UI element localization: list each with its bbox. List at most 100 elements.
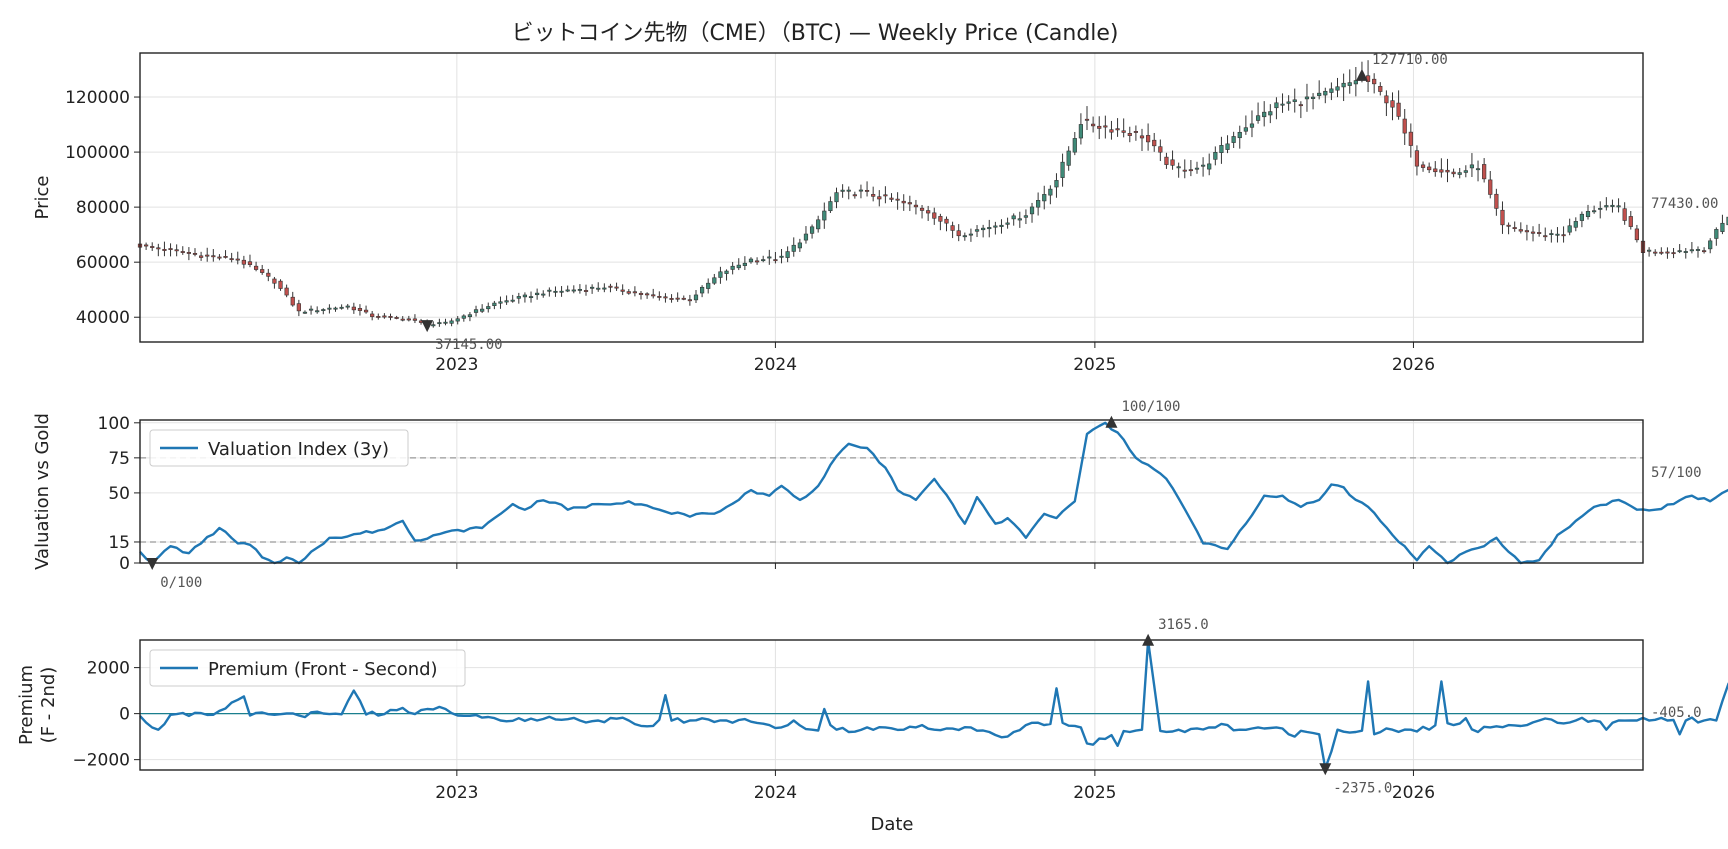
candle	[1653, 249, 1658, 257]
candle-body-up	[553, 290, 558, 293]
candle-body-down	[1628, 216, 1633, 227]
candle	[565, 285, 570, 293]
candle-body-down	[657, 296, 662, 298]
candle	[315, 306, 320, 314]
candle-body-up	[1353, 80, 1358, 85]
candle-body-up	[327, 307, 332, 310]
candle-body-up	[1598, 207, 1603, 210]
candle-body-down	[675, 297, 680, 300]
candle	[1659, 247, 1664, 255]
candle	[919, 205, 925, 219]
candle-body-down	[370, 313, 375, 317]
candle-body-up	[302, 311, 308, 314]
candle	[803, 226, 809, 244]
candle-body-up	[1463, 170, 1468, 173]
candle-body-down	[1506, 224, 1511, 227]
candle-body-up	[1268, 111, 1273, 116]
candle-body-down	[180, 251, 185, 253]
candle	[1433, 161, 1438, 177]
candle-body-down	[1414, 150, 1420, 167]
candle	[333, 306, 338, 312]
candle-body-down	[1427, 166, 1432, 171]
candle-body-down	[394, 317, 399, 319]
candle-body-up	[1335, 86, 1340, 91]
candle	[913, 199, 919, 215]
candle	[858, 184, 864, 199]
candle	[1647, 247, 1652, 257]
candle-body-down	[669, 298, 674, 300]
candle-body-down	[651, 294, 656, 297]
candle	[871, 186, 876, 202]
x-axis-label: Date	[870, 814, 913, 835]
candle	[1323, 87, 1328, 104]
candle-body-up	[724, 270, 729, 274]
candle	[1530, 226, 1536, 242]
candle	[370, 310, 375, 321]
candle-body-down	[266, 272, 271, 277]
price-ytick-label: 120000	[65, 88, 130, 108]
candle	[174, 244, 179, 257]
candle-body-down	[296, 303, 301, 312]
candle	[1585, 204, 1591, 220]
candle-body-down	[754, 260, 760, 263]
candle	[1683, 248, 1688, 259]
candle-body-down	[926, 210, 931, 214]
candle-body-up	[840, 189, 845, 192]
candle	[699, 285, 705, 298]
premium-panel: −2000 0 2000 2023 2024 2025 2026 Premium (Front…	[16, 617, 1728, 803]
candle-body-down	[1561, 234, 1566, 237]
candle-body-up	[1567, 225, 1572, 233]
candle-body-down	[217, 256, 222, 259]
candle-body-up	[712, 277, 717, 284]
candle-body-up	[779, 255, 784, 258]
candle-body-down	[156, 247, 161, 250]
candle-body-up	[1036, 200, 1041, 208]
candle-body-down	[1097, 125, 1102, 129]
candle-body-down	[663, 296, 668, 299]
candle-body-up	[431, 324, 436, 327]
candle	[1549, 229, 1554, 243]
candle-body-up	[528, 296, 534, 298]
candle	[754, 257, 760, 265]
price-ytick-label: 100000	[65, 143, 130, 163]
price-ylabel: Price	[32, 176, 53, 220]
candle-body-down	[1524, 230, 1530, 233]
candle	[1555, 227, 1560, 243]
candle-body-up	[1695, 249, 1701, 251]
candle-body-up	[345, 305, 350, 308]
candle-body-up	[981, 227, 986, 231]
candle	[205, 247, 210, 262]
candle	[638, 291, 644, 300]
candle	[1091, 116, 1096, 133]
candle	[327, 304, 332, 314]
candle	[492, 300, 497, 310]
candle	[852, 191, 857, 199]
candle	[302, 310, 308, 314]
candle-body-up	[822, 210, 827, 221]
candle-body-down	[198, 255, 204, 258]
candle	[614, 282, 619, 291]
candle-body-up	[1255, 115, 1261, 121]
candle-body-down	[1390, 100, 1395, 108]
candle	[449, 318, 454, 327]
valuation-legend: Valuation Index (3y)	[149, 429, 409, 467]
candle	[651, 288, 656, 299]
candle-body-down	[938, 216, 943, 222]
premium-legend: Premium (Front - Second)	[149, 649, 466, 687]
candle	[376, 313, 381, 320]
premium-ytick-label: 2000	[87, 659, 130, 679]
candle-body-down	[919, 207, 925, 211]
candle	[1249, 110, 1255, 138]
candle-body-up	[1616, 205, 1621, 208]
candle	[198, 251, 204, 261]
candle	[1714, 227, 1719, 246]
candle-body-up	[736, 264, 741, 269]
candle-body-down	[357, 308, 363, 311]
candle-body-up	[1225, 143, 1230, 150]
candle-body-up	[993, 225, 998, 228]
candle	[260, 264, 265, 275]
candle-body-up	[510, 299, 515, 302]
candle	[559, 286, 564, 297]
candle	[229, 252, 234, 263]
candle-body-down	[773, 259, 778, 262]
